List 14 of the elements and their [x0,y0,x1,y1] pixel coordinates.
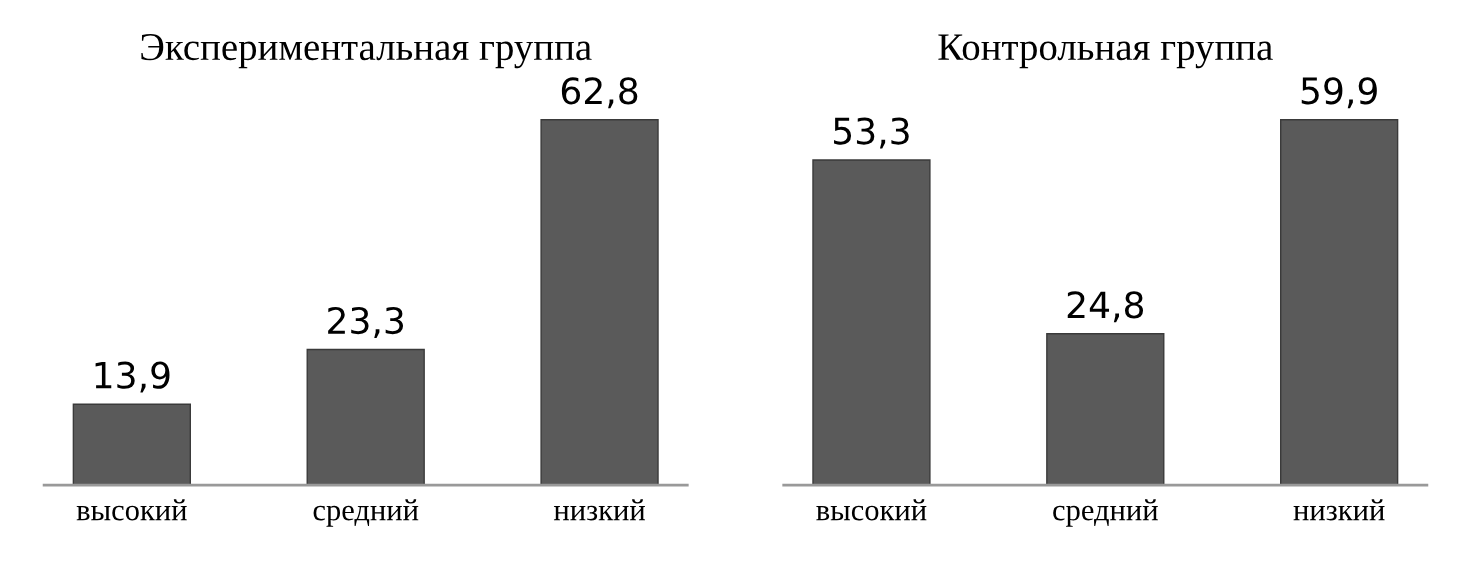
x-tick-label: высокий [76,499,187,521]
x-tick-label: низкий [1293,499,1385,521]
data-label: 24,8 [1067,291,1144,323]
x-tick-label: средний [1053,499,1158,527]
chart-title: Контрольная группа [938,34,1273,69]
x-tick-label: высокий [816,499,927,521]
data-label: 23,3 [328,306,404,338]
data-label: 62,8 [561,77,638,109]
chart-title: Экспериментальная группа [141,34,592,69]
data-label: 59,9 [1301,77,1377,109]
data-label: 53,3 [834,117,909,149]
data-label: 13,9 [95,361,170,393]
x-tick-label: низкий [553,499,646,521]
x-tick-label: средний [313,499,419,527]
